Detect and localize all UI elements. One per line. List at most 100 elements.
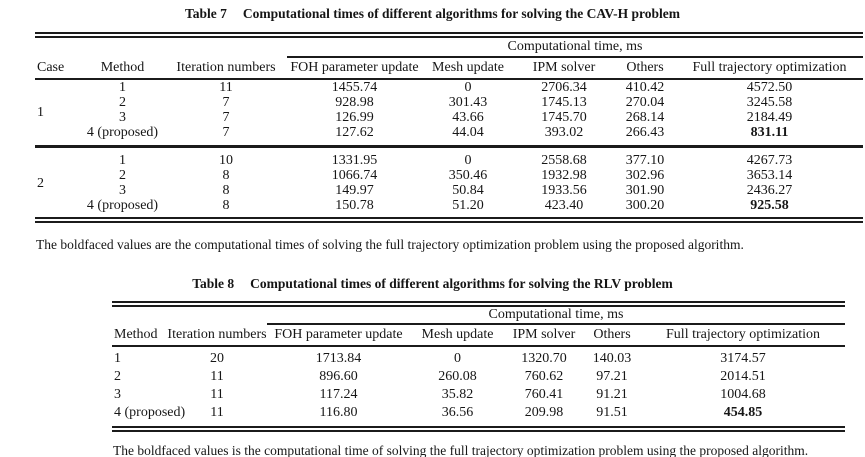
table8-box: Computational time, ms Method Iteration …	[112, 301, 846, 432]
column-header-ipm: IPM solver	[514, 57, 614, 80]
table-cell: 2706.34	[541, 80, 587, 95]
table-cell: 1933.56	[541, 183, 587, 198]
method-cell: 3	[114, 387, 121, 402]
table-cell: 2014.51	[720, 369, 766, 384]
table-cell: 260.08	[438, 369, 477, 384]
table-row: 1 20 1713.84 0 1320.70 140.03 3174.57	[112, 346, 845, 368]
spanner-spacer	[35, 38, 287, 57]
method-cell: 2	[114, 369, 121, 384]
double-rule	[35, 217, 863, 223]
table-cell: 0	[422, 145, 514, 168]
method-cell: 3	[119, 183, 126, 198]
table-cell: 1320.70	[521, 351, 567, 366]
table-cell: 377.10	[614, 145, 676, 168]
method-cell: 2	[119, 95, 126, 110]
table-cell: 4572.50	[746, 80, 793, 95]
table-cell: 11	[210, 369, 224, 384]
column-header-others: Others	[614, 57, 676, 80]
table-cell: 1066.74	[331, 168, 378, 183]
table-cell: 423.40	[544, 198, 584, 213]
method-cell: 1	[119, 80, 126, 95]
table-cell: 2436.27	[746, 183, 793, 198]
header-row: Case Method Iteration numbers FOH parame…	[35, 57, 864, 80]
header-row: Method Iteration numbers FOH parameter u…	[112, 324, 846, 347]
table-cell: 11	[219, 80, 233, 95]
table7-footnote: The boldfaced values are the computation…	[36, 237, 744, 252]
table-cell: 760.62	[524, 369, 564, 384]
table-cell: 8	[222, 198, 230, 213]
table-cell: 300.20	[625, 198, 665, 213]
column-header-ipm: IPM solver	[505, 324, 583, 347]
table-cell: 410.42	[625, 80, 665, 95]
table-cell: 0	[454, 351, 461, 366]
table7-spanner-label: Computational time, ms	[287, 38, 864, 58]
table7: Computational time, ms Case Method Itera…	[35, 38, 864, 213]
table-cell: 3245.58	[746, 95, 793, 110]
table-cell: 140.03	[592, 351, 632, 366]
method-cell: 1	[80, 145, 165, 168]
table-cell: 11	[210, 387, 224, 402]
table-cell: 270.04	[625, 95, 665, 110]
table-row: 4 (proposed) 7 127.62 44.04 393.02 266.4…	[35, 125, 863, 147]
table-cell: 116.80	[319, 405, 358, 420]
table-cell: 127.62	[335, 125, 374, 140]
case-cell: 2	[35, 145, 80, 213]
table-cell: 760.41	[524, 387, 564, 402]
column-header-others: Others	[583, 324, 641, 347]
table-cell: 301.43	[448, 95, 488, 110]
table-row: 3 7 126.99 43.66 1745.70 268.14 2184.49	[35, 110, 863, 125]
table-cell: 896.60	[319, 369, 358, 384]
table-cell: 1745.70	[541, 110, 587, 125]
table-cell-bold: 454.85	[723, 405, 763, 420]
table7-title-text: Computational times of different algorit…	[242, 6, 680, 21]
double-rule	[35, 32, 863, 38]
column-header-case: Case	[35, 57, 80, 80]
table-cell: 1004.68	[720, 387, 766, 402]
column-header-foh: FOH parameter update	[267, 324, 410, 347]
table-cell: 301.90	[625, 183, 665, 198]
table-cell: 209.98	[524, 405, 564, 420]
table-row: 4 (proposed) 11 116.80 36.56 209.98 91.5…	[112, 404, 845, 422]
method-cell: 1	[114, 351, 121, 366]
table-cell: 50.84	[452, 183, 484, 198]
column-header-method: Method	[80, 57, 165, 80]
table-cell: 4267.73	[676, 145, 864, 168]
table-cell: 3653.14	[746, 168, 793, 183]
table-cell: 1713.84	[315, 351, 362, 366]
column-header-full: Full trajectory optimization	[641, 324, 846, 347]
column-header-iterations: Iteration numbers	[165, 57, 287, 80]
table-row: 2 1 10 1331.95 0 2558.68 377.10 4267.73	[35, 145, 864, 213]
table-cell-bold: 831.11	[750, 125, 789, 140]
table-row: 3 8 149.97 50.84 1933.56 301.90 2436.27	[35, 183, 863, 198]
table-cell: 11	[210, 405, 224, 420]
case-cell: 1	[37, 105, 44, 120]
table-cell: 302.96	[625, 168, 665, 183]
table-row: 2 11 896.60 260.08 760.62 97.21 2014.51	[112, 368, 845, 386]
column-header-foh: FOH parameter update	[287, 57, 422, 80]
table8-title: Table 8 Computational times of different …	[0, 276, 865, 292]
table-cell: 126.99	[335, 110, 374, 125]
table8-footnote: The boldfaced values is the computationa…	[113, 443, 809, 457]
table-cell: 7	[222, 95, 230, 110]
table-cell: 393.02	[544, 125, 584, 140]
method-cell: 3	[119, 110, 126, 125]
column-header-full: Full trajectory optimization	[676, 57, 864, 80]
table-cell: 35.82	[441, 387, 474, 402]
table-cell: 350.46	[448, 168, 488, 183]
table-row: 2 7 928.98 301.43 1745.13 270.04 3245.58	[35, 95, 863, 110]
table-cell: 2184.49	[746, 110, 793, 125]
spanner-row: Computational time, ms	[112, 307, 846, 325]
table-cell: 2558.68	[514, 145, 614, 168]
table-cell: 3174.57	[720, 351, 766, 366]
table-cell: 117.24	[319, 387, 358, 402]
table-cell: 928.98	[335, 95, 374, 110]
table-cell: 10	[165, 145, 287, 168]
table-cell: 1331.95	[287, 145, 422, 168]
method-cell: 4 (proposed)	[114, 405, 186, 420]
spanner-spacer	[112, 307, 267, 324]
table8-title-text: Computational times of different algorit…	[250, 276, 673, 291]
column-header-iterations: Iteration numbers	[167, 324, 267, 347]
table-cell: 43.66	[452, 110, 484, 125]
table-cell: 91.21	[596, 387, 628, 402]
